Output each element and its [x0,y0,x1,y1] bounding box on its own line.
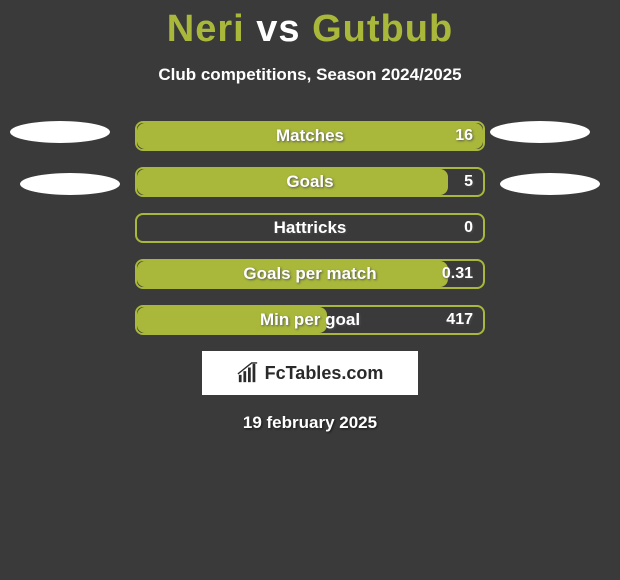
title-player1: Neri [167,8,245,50]
stat-bar-fill [137,169,448,195]
side-ellipse [20,173,120,195]
stat-bar: Hattricks0 [135,213,485,243]
title-vs: vs [256,8,300,50]
stat-bar: Matches16 [135,121,485,151]
side-ellipse [490,121,590,143]
stat-bar: Goals5 [135,167,485,197]
chart-area: Matches16 Goals5 Hattricks0 Goals per match… [0,121,620,335]
title-player2: Gutbub [312,8,453,50]
stat-bar-value: 5 [464,173,473,191]
stat-bar: Goals per match0.31 [135,259,485,289]
side-ellipse [10,121,110,143]
barchart-icon [237,362,259,384]
date-text: 19 february 2025 [0,413,620,433]
stat-bar-fill [137,123,483,149]
page-title: Neri vs Gutbub [0,0,620,51]
stat-bar-value: 417 [446,311,473,329]
page-root: Neri vs Gutbub Club competitions, Season… [0,0,620,580]
subtitle: Club competitions, Season 2024/2025 [0,65,620,85]
stat-bar-label: Hattricks [137,218,483,238]
stat-bar-value: 0 [464,219,473,237]
stat-bar: Min per goal417 [135,305,485,335]
side-ellipse [500,173,600,195]
stat-bar-fill [137,307,327,333]
stat-bars: Matches16 Goals5 Hattricks0 Goals per match… [135,121,485,335]
logo-box: FcTables.com [202,351,418,395]
logo-text: FcTables.com [265,363,384,384]
stat-bar-fill [137,261,448,287]
